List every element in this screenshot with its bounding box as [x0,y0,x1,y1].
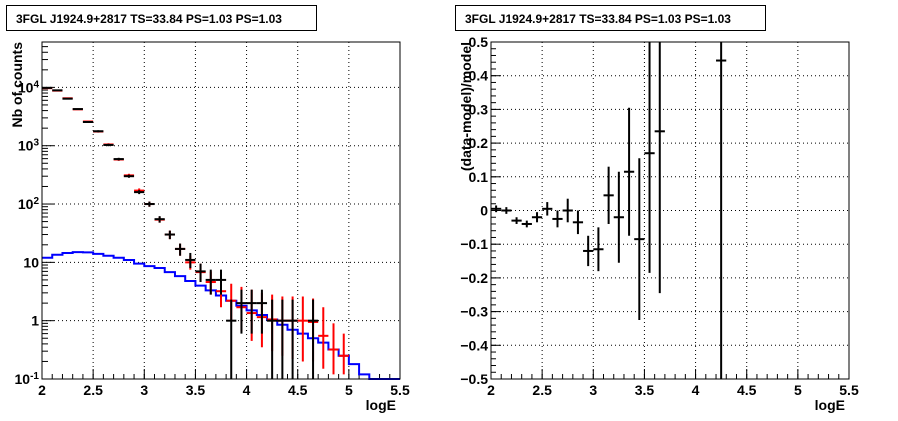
x-tick-label: 2.5 [83,382,103,398]
y-tick-label: −0.2 [460,270,488,286]
y-tick-label: −0.1 [460,236,488,252]
data-point [511,217,522,224]
data-point [103,143,114,147]
data-point [623,107,635,236]
y-tick-label: 0.5 [469,34,489,50]
y-tick-label: −0.4 [460,337,488,353]
data-point [82,120,94,123]
y-axis-title: (data-model)/model [458,42,474,171]
x-tick-label: 4.5 [288,382,308,398]
data-point [174,243,186,256]
data-point [654,42,665,294]
data-point [297,296,308,362]
data-point [634,158,645,321]
data-point [246,289,257,334]
residual-chart-title: 3FGL J1924.9+2817 TS=33.84 PS=1.03 PS=1.… [455,5,766,31]
data-point [226,299,237,379]
x-tick-label: 4.5 [737,382,757,398]
x-tick-label: 3 [589,382,597,398]
y-tick-label: 0.3 [469,101,489,117]
series-step-line [42,251,400,380]
data-point [215,269,227,295]
data-point [491,205,502,213]
y-axis-title: Nb of counts [9,42,25,128]
y-tick-label: 103 [18,137,40,154]
data-point [318,307,329,369]
data-point [52,89,63,92]
x-tick-label: 3 [140,382,148,398]
data-point [154,216,165,223]
data-point [93,130,104,133]
data-point [277,299,288,379]
data-point [613,171,624,263]
y-tick-label: 1 [31,313,39,329]
data-point [716,42,727,379]
x-tick-label: 2.5 [532,382,552,398]
x-tick-label: 4 [243,382,251,398]
y-tick-label: 0.1 [469,169,489,185]
data-point [531,212,543,223]
data-point [572,210,584,235]
x-tick-label: 5.5 [390,382,410,398]
data-point [552,210,563,228]
y-tick-label: −0.5 [460,371,488,387]
data-point [593,227,604,272]
y-tick-label: 0 [480,203,488,219]
x-tick-label: 2 [487,382,495,398]
x-tick-label: 3.5 [635,382,655,398]
data-point [42,86,53,89]
data-point [164,230,175,240]
x-axis-title: logE [366,397,396,413]
plot-frame [41,41,401,380]
data-point [338,333,349,375]
x-tick-label: 5 [794,382,802,398]
x-axis-title: logE [815,397,845,413]
x-tick-label: 4 [692,382,700,398]
y-tick-label: 0.2 [469,135,489,151]
x-tick-label: 3.5 [186,382,206,398]
data-point [267,299,278,379]
data-point [205,269,216,295]
x-tick-label: 2 [38,382,46,398]
data-point [542,202,553,216]
y-tick-label: −0.3 [460,304,488,320]
data-point [644,42,655,273]
data-point [185,252,196,269]
y-tick-label: 0.4 [469,68,489,84]
data-point [501,207,512,214]
data-point [195,263,206,283]
data-point [113,157,124,161]
counts-chart-title: 3FGL J1924.9+2817 TS=33.84 PS=1.03 PS=1.… [6,5,317,31]
y-tick-label: 102 [18,196,40,213]
data-point [144,201,155,207]
data-point [72,108,83,111]
data-point [562,198,573,223]
y-tick-label: 10-1 [15,371,40,388]
residual-panel: 2 2.5 3 3.5 4 4.5 5 5.5 −0.5 −0.4 −0.3 −0.2 −0.1 0 0.1… [449,0,898,421]
data-point [603,166,614,224]
data-point [521,220,532,228]
data-point [328,323,339,375]
data-point [307,299,319,379]
data-point [256,289,268,334]
data-point [583,235,594,267]
y-tick-label: 10 [23,254,39,270]
residual-chart: 2 2.5 3 3.5 4 4.5 5 5.5 −0.5 −0.4 −0.3 −0.2 −0.1 0 0.1… [458,34,859,413]
x-tick-label: 5 [345,382,353,398]
data-point [134,190,145,195]
counts-panel: 2 2.5 3 3.5 4 4.5 5 5.5 10-1 1 10 102 103 104 logE Nb o… [6,5,410,413]
x-tick-label: 5.5 [839,382,859,398]
data-point [287,299,298,379]
plot-frame [490,41,850,380]
data-point [62,97,73,100]
data-point [236,289,247,334]
data-point [123,174,135,178]
